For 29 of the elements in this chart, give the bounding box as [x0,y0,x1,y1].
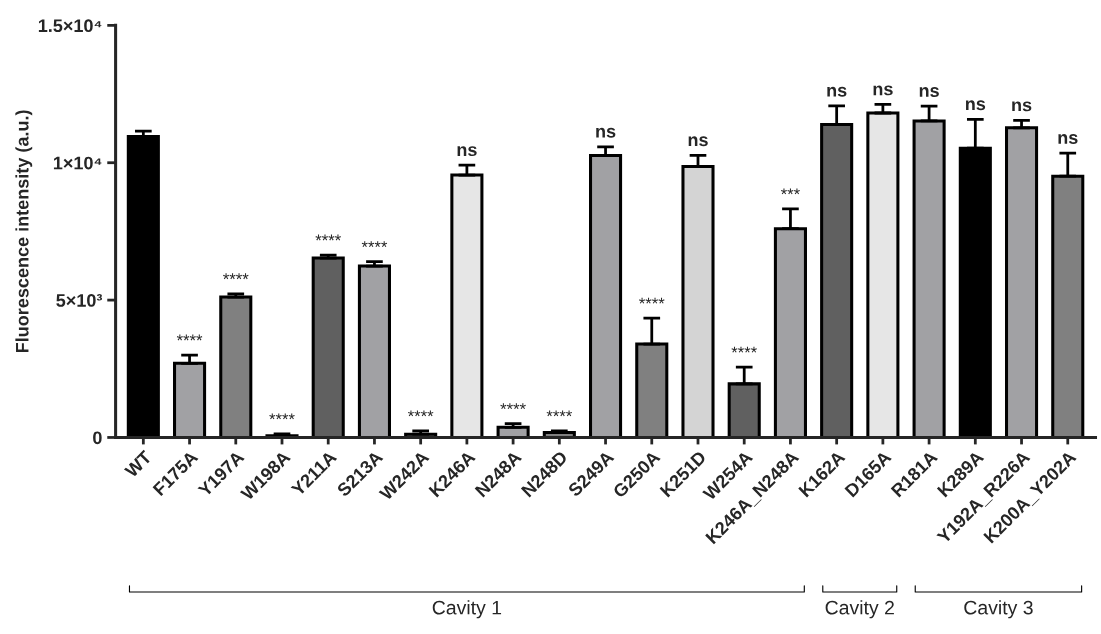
annotation: **** [500,403,526,410]
annotation: ns [1012,101,1032,112]
annotation: ns [457,146,477,157]
annotation: **** [361,241,388,247]
annotation: **** [639,297,665,304]
text: Cavity 2 [825,600,894,619]
y-tick-label: 1×10⁴ [53,156,102,170]
annotation: ns [919,87,939,98]
annotation: ns [688,136,708,147]
annotation: **** [269,413,295,420]
annotation: ns [827,86,847,97]
y-tick-label: 5×10³ [56,294,103,307]
annotation: ns [596,127,616,138]
annotation: ns [873,85,893,96]
y-axis-title: Fluorescence intensity (a.u.) [15,110,33,353]
annotation: **** [731,346,757,353]
annotation: *** [780,188,800,195]
text: Cavity 1 [432,600,502,619]
text: Cavity 3 [964,600,1033,619]
annotation: ns [1058,134,1078,144]
annotation: **** [176,334,203,341]
y-tick-label: 1.5×10⁴ [38,19,102,33]
annotation: **** [546,410,573,417]
annotation: **** [223,273,249,280]
x-tick-label: WT [123,449,153,479]
y-tick-label: 0 [93,431,102,445]
annotation: **** [315,234,341,241]
annotation: ns [965,100,986,111]
annotation: **** [407,410,434,417]
